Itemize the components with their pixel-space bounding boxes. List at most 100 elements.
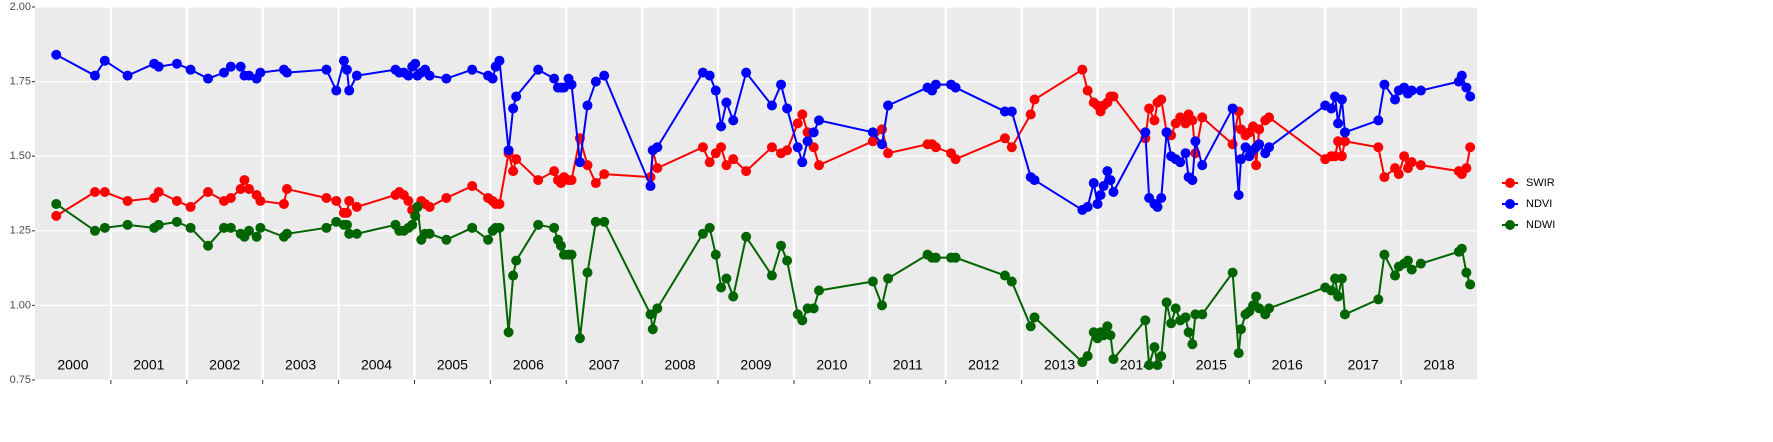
data-point (1108, 354, 1119, 365)
data-point (153, 219, 164, 230)
data-point (122, 195, 133, 206)
data-point (467, 181, 478, 192)
data-point (321, 222, 332, 233)
data-point (424, 201, 435, 212)
data-point (1390, 94, 1401, 105)
data-point (51, 49, 62, 60)
data-point (876, 300, 887, 311)
data-point (697, 142, 708, 153)
data-point (51, 198, 62, 209)
data-point (1461, 82, 1472, 93)
year-label: 2013 (1044, 357, 1075, 373)
data-point (549, 166, 560, 177)
data-point (766, 270, 777, 281)
data-point (225, 192, 236, 203)
data-point (797, 157, 808, 168)
data-point (244, 184, 255, 195)
data-point (566, 175, 577, 186)
legend-label: NDWI (1526, 219, 1555, 231)
year-label: 2003 (285, 357, 316, 373)
data-point (341, 207, 352, 218)
data-point (999, 133, 1010, 144)
data-point (1373, 142, 1384, 153)
data-point (1227, 103, 1238, 114)
data-point (251, 231, 262, 242)
data-point (1025, 321, 1036, 332)
data-point (558, 82, 569, 93)
data-point (1029, 94, 1040, 105)
data-point (645, 309, 656, 320)
data-point (171, 216, 182, 227)
data-point (813, 115, 824, 126)
data-point (351, 228, 362, 239)
data-point (652, 142, 663, 153)
data-point (782, 145, 793, 156)
data-point (647, 324, 658, 335)
data-point (441, 73, 452, 84)
data-point (1227, 267, 1238, 278)
data-point (255, 195, 266, 206)
data-point (1456, 70, 1467, 81)
data-point (582, 100, 593, 111)
data-point (930, 79, 941, 90)
data-point (281, 184, 292, 195)
data-point (1373, 115, 1384, 126)
year-label: 2007 (589, 357, 620, 373)
year-label: 2004 (361, 357, 392, 373)
data-point (1406, 85, 1417, 96)
data-point (441, 234, 452, 245)
year-label: 2005 (437, 357, 468, 373)
data-point (407, 219, 418, 230)
data-point (1025, 109, 1036, 120)
data-point (1175, 157, 1186, 168)
data-point (331, 216, 342, 227)
data-point (1140, 315, 1151, 326)
data-point (341, 219, 352, 230)
data-point (410, 58, 421, 69)
data-point (203, 240, 214, 251)
data-point (883, 273, 894, 284)
data-point (1415, 258, 1426, 269)
data-point (1190, 136, 1201, 147)
data-point (494, 222, 505, 233)
data-point (1406, 264, 1417, 275)
data-point (1461, 267, 1472, 278)
data-point (225, 61, 236, 72)
data-point (728, 115, 739, 126)
data-point (549, 73, 560, 84)
y-tick-label: 1.25 (10, 225, 31, 237)
data-point (344, 85, 355, 96)
data-point (321, 192, 332, 203)
data-point (508, 166, 519, 177)
data-point (255, 67, 266, 78)
data-point (1456, 243, 1467, 254)
data-point (1183, 327, 1194, 338)
data-point (503, 145, 514, 156)
data-point (867, 136, 878, 147)
data-point (1082, 351, 1093, 362)
data-point (255, 222, 266, 233)
data-point (792, 142, 803, 153)
data-point (599, 216, 610, 227)
data-point (930, 142, 941, 153)
data-point (239, 175, 250, 186)
year-label: 2000 (57, 357, 88, 373)
data-point (1336, 273, 1347, 284)
data-point (1379, 79, 1390, 90)
data-point (1235, 154, 1246, 165)
data-point (1149, 115, 1160, 126)
data-point (1098, 181, 1109, 192)
data-point (1254, 139, 1265, 150)
data-point (1144, 360, 1155, 371)
data-point (876, 139, 887, 150)
data-point (1465, 279, 1476, 290)
data-point (344, 228, 355, 239)
data-point (1336, 94, 1347, 105)
data-point (1105, 175, 1116, 186)
data-point (494, 55, 505, 66)
data-point (225, 222, 236, 233)
data-point (1102, 166, 1113, 177)
data-point (424, 228, 435, 239)
plot-background (35, 7, 1477, 380)
